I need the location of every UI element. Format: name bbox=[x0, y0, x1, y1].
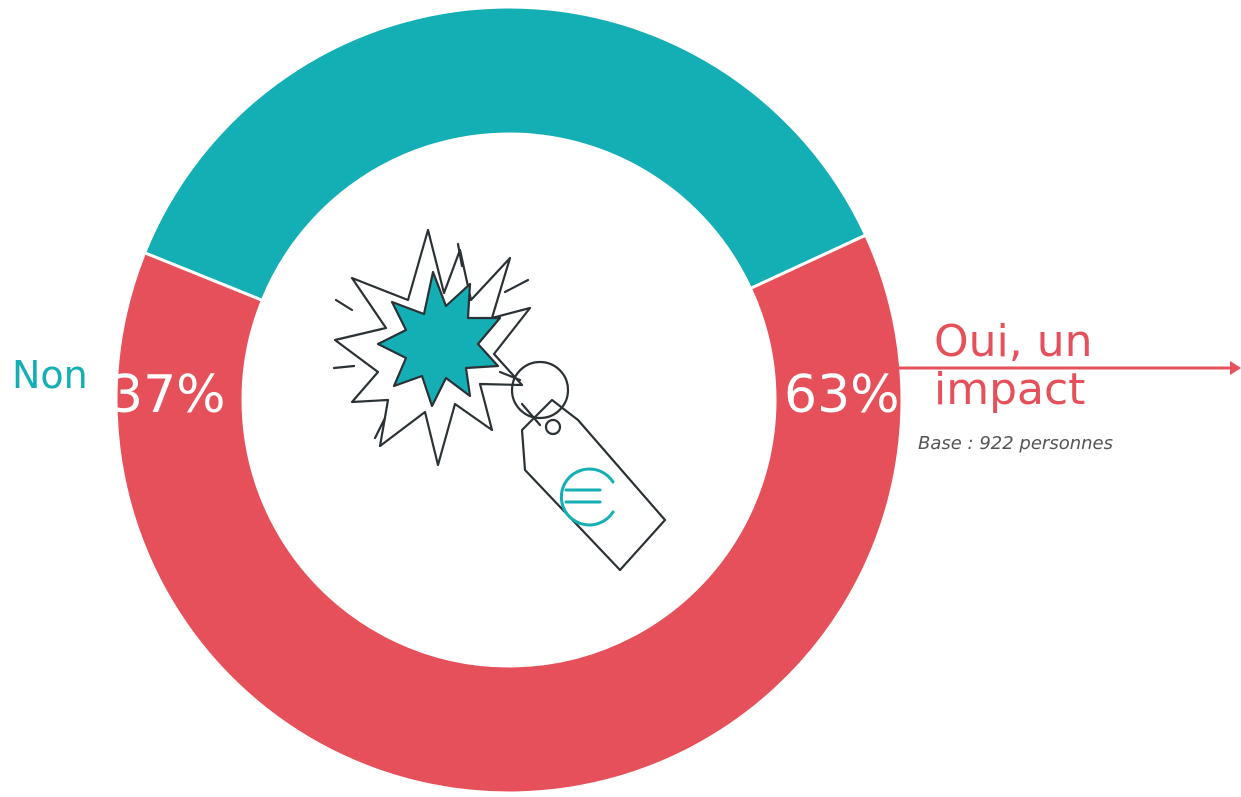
slice-label-oui: Oui, un impact bbox=[934, 316, 1093, 415]
oui-arrow bbox=[880, 361, 1241, 375]
donut-slice-non bbox=[142, 5, 868, 303]
donut-slices bbox=[114, 5, 904, 795]
base-annotation: Base : 922 personnes bbox=[918, 433, 1113, 454]
donut-slice-oui bbox=[114, 233, 904, 795]
slice-value-oui: 63% bbox=[784, 365, 900, 425]
slice-label-non: Non bbox=[12, 353, 88, 397]
slice-value-non: 37% bbox=[110, 365, 226, 425]
price-tag-euro-impact-icon bbox=[332, 228, 667, 572]
